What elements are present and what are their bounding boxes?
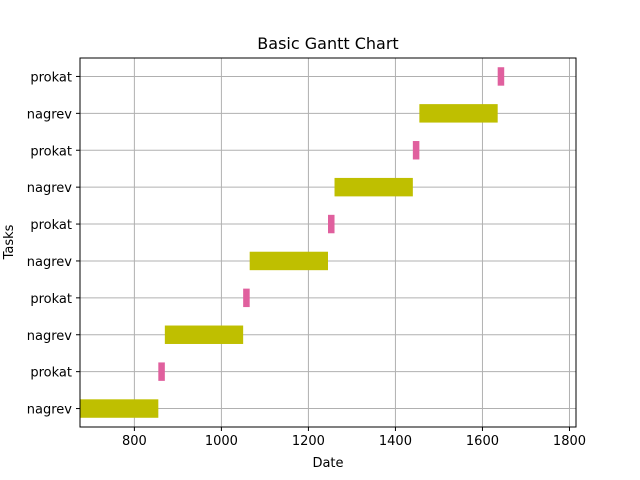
y-tick-label: nagrev [27, 329, 73, 344]
task-bar-nagrev [334, 177, 413, 197]
y-tick-label: prokat [30, 366, 72, 381]
y-axis-label: Tasks [2, 224, 17, 260]
x-tick-label: 1600 [466, 434, 499, 449]
task-bar-nagrev [80, 399, 159, 418]
y-tick-label: nagrev [27, 181, 73, 196]
task-bars [80, 67, 505, 418]
y-axis-ticks: nagrev prokat nagrev prokat nagrev prokat nagr… [27, 70, 80, 418]
task-bar-nagrev [419, 104, 498, 123]
y-tick-label: nagrev [27, 107, 73, 122]
x-axis-label: Date [312, 456, 343, 471]
x-tick-label: 1800 [553, 434, 586, 449]
y-tick-label: nagrev [27, 255, 73, 270]
y-tick-label: nagrev [27, 403, 73, 418]
y-tick-label: prokat [30, 218, 72, 233]
task-bar-prokat [243, 288, 250, 308]
task-bar-prokat [497, 67, 505, 86]
task-bar-nagrev [249, 251, 328, 271]
x-tick-label: 1400 [379, 434, 412, 449]
plot-frame [79, 57, 577, 428]
y-tick-label: prokat [30, 144, 72, 159]
task-bar-prokat [412, 141, 420, 160]
x-tick-label: 1200 [292, 434, 325, 449]
y-tick-label: prokat [30, 292, 72, 307]
x-axis-ticks: 800 1000 1200 1400 1600 1800 [122, 427, 586, 449]
task-bar-nagrev [164, 325, 244, 344]
x-tick-label: 800 [122, 434, 147, 449]
task-bar-prokat [158, 362, 165, 381]
task-bar-prokat [328, 214, 335, 234]
y-tick-label: prokat [30, 70, 72, 85]
chart-title: Basic Gantt Chart [257, 34, 398, 53]
x-tick-label: 1000 [205, 434, 238, 449]
